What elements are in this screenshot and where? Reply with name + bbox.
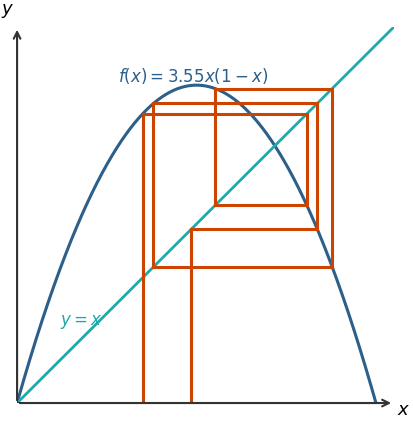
Text: $x$: $x$ — [397, 401, 411, 419]
Text: $f(x) = 3.55x(1 - x)$: $f(x) = 3.55x(1 - x)$ — [118, 67, 268, 86]
Text: $y = x$: $y = x$ — [60, 313, 103, 331]
Text: $y$: $y$ — [1, 2, 15, 20]
